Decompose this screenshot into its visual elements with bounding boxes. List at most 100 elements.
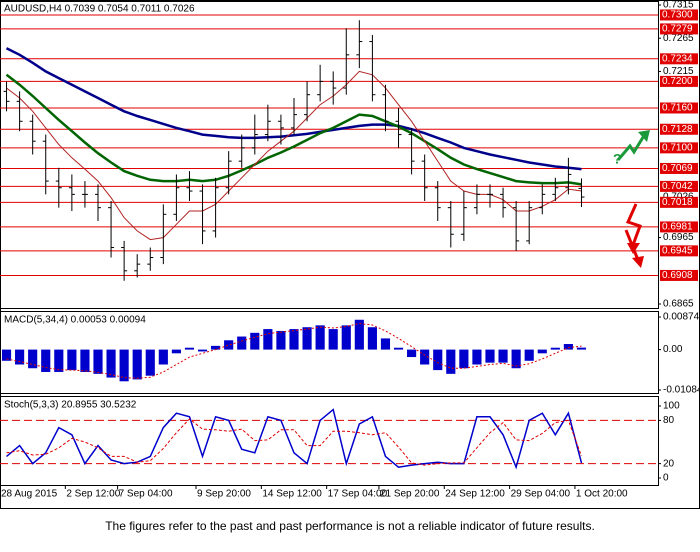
- y-tick-label: 0.7265: [663, 33, 694, 44]
- macd-bar: [459, 349, 469, 369]
- forecast-arrows: ?: [613, 130, 650, 268]
- panel-title: MACD(5,34,4) 0.00053 0.00094: [4, 315, 146, 326]
- level-label-bg: [660, 53, 698, 65]
- moving-average: [5, 73, 582, 186]
- x-tick-label: 29 Sep 04:00: [511, 489, 571, 500]
- level-label-bg: [660, 245, 698, 257]
- macd-bar: [433, 349, 443, 371]
- macd-bar: [119, 349, 129, 382]
- y-tick-label: 20: [663, 458, 675, 469]
- macd-bar: [341, 325, 351, 350]
- level-label: 0.7100: [662, 142, 693, 153]
- level-label-bg: [660, 123, 698, 135]
- level-label-bg: [660, 221, 698, 233]
- down-arrow: [625, 203, 642, 246]
- level-label: 0.6908: [662, 270, 693, 281]
- level-label-bg: [660, 9, 698, 21]
- y-tick-label: -0.01084: [663, 385, 700, 396]
- macd-bar: [1, 349, 12, 361]
- x-tick-label: 21 Sep 20:00: [380, 489, 440, 500]
- macd-bar: [380, 338, 391, 350]
- panel-title: Stoch(5,3,3) 20.8955 30.5232: [4, 400, 137, 411]
- macd-bar: [289, 329, 299, 350]
- level-label-bg: [660, 180, 698, 192]
- chart-layer: AUDUSD,H4 0.7039 0.7054 0.7011 0.7026 0.7…: [0, 0, 700, 500]
- macd-bar: [393, 347, 404, 350]
- level-label: 0.7279: [662, 24, 693, 35]
- macd-bar: [472, 349, 482, 365]
- x-tick-label: 1 Oct 20:00: [576, 489, 628, 500]
- signal-line: [6, 322, 582, 379]
- macd-bar: [563, 344, 573, 350]
- stoch-line: [6, 418, 582, 466]
- x-tick-label: 14 Sep 12:00: [262, 489, 322, 500]
- macd-bar: [511, 349, 521, 369]
- panel-frame: [0, 311, 659, 394]
- panel-frame: [0, 1, 659, 309]
- macd-bar: [67, 349, 77, 371]
- x-tick-label: 9 Sep 20:00: [197, 489, 251, 500]
- macd-bar: [158, 349, 168, 365]
- level-label-bg: [660, 102, 698, 114]
- y-tick-label: 0: [663, 473, 669, 484]
- x-tick-label: 28 Aug 2015: [1, 489, 58, 500]
- macd-bar: [132, 349, 142, 380]
- level-label: 0.7069: [662, 163, 693, 174]
- outer-frame: [0, 0, 700, 509]
- macd-bar: [354, 319, 364, 350]
- level-label-bg: [660, 75, 698, 87]
- y-tick-label: 0.00874: [663, 312, 700, 323]
- level-label: 0.7234: [662, 53, 693, 64]
- macd-bar: [171, 349, 181, 354]
- level-label-bg: [660, 142, 698, 154]
- macd-bar: [276, 330, 286, 350]
- macd-bar: [211, 345, 221, 350]
- moving-average: [5, 47, 582, 171]
- macd-bar: [41, 349, 51, 372]
- level-label: 0.6945: [662, 245, 693, 256]
- macd-bar: [407, 349, 417, 358]
- macd-bar: [28, 349, 38, 369]
- stoch-line: [6, 408, 583, 470]
- macd-bar: [420, 349, 430, 365]
- x-tick-label: 17 Sep 04:00: [328, 489, 388, 500]
- macd-bar: [302, 327, 312, 350]
- level-label: 0.7042: [662, 181, 693, 192]
- down-arrow-2-head: [632, 256, 644, 268]
- chart-title: AUDUSD,H4 0.7039 0.7054 0.7011 0.7026: [4, 4, 195, 15]
- y-tick-label: 0.6865: [663, 299, 694, 310]
- macd-bar: [145, 349, 155, 376]
- up-arrow-head: [638, 130, 650, 142]
- level-label: 0.7128: [662, 124, 693, 135]
- y-tick-label: 0.00: [663, 344, 683, 355]
- macd-bar: [315, 325, 325, 350]
- macd-bar: [15, 349, 25, 365]
- level-label-bg: [660, 162, 698, 174]
- macd-bar: [446, 349, 456, 374]
- question-mark: ?: [613, 151, 622, 167]
- level-label: 0.7300: [662, 10, 693, 21]
- macd-bar: [54, 349, 64, 372]
- y-tick-label: 0.6965: [663, 232, 694, 243]
- down-arrow-2: [624, 229, 640, 261]
- macd-bar: [485, 349, 495, 363]
- macd-bar: [367, 327, 377, 350]
- macd-bar: [250, 332, 260, 350]
- y-tick-label: 80: [663, 415, 675, 426]
- macd-bar: [237, 336, 247, 350]
- macd-bar: [224, 340, 234, 350]
- macd-bar: [106, 349, 116, 378]
- y-tick-label: 0.7315: [663, 0, 694, 11]
- y-tick-label: 0.7215: [663, 66, 694, 77]
- macd-bar: [263, 329, 273, 350]
- x-tick-label: 24 Sep 12:00: [445, 489, 505, 500]
- panel-frame: [0, 396, 659, 486]
- x-tick-label: 2 Sep 12:00: [66, 489, 120, 500]
- x-tick-label: 7 Sep 04:00: [119, 489, 173, 500]
- level-label: 0.7018: [662, 197, 693, 208]
- macd-bar: [498, 349, 508, 363]
- level-label-bg: [660, 196, 698, 208]
- footer-disclaimer: The figures refer to the past and past p…: [105, 519, 595, 533]
